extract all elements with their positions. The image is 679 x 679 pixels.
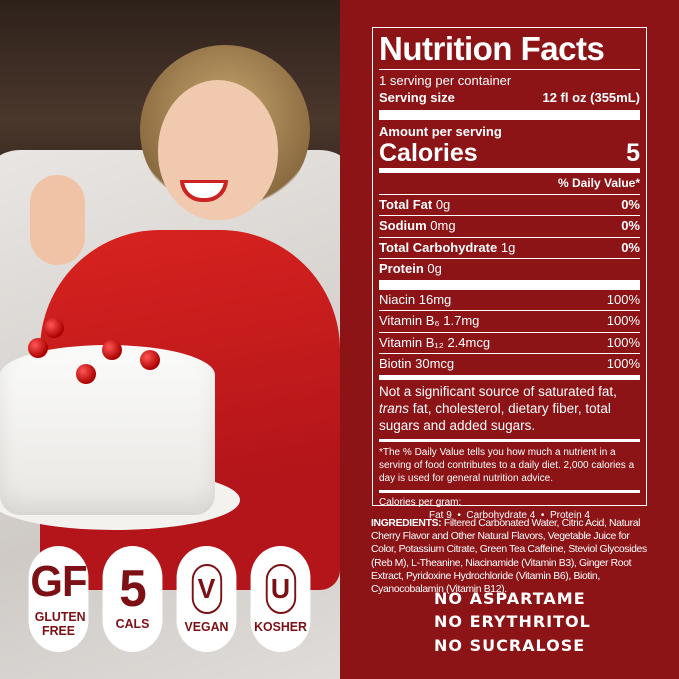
nutrient-amount: 1g (500, 239, 516, 255)
not-significant-note: Not a significant source of saturated fa… (379, 380, 640, 439)
nutrient-name: Total Carbohydrate 1g (379, 238, 515, 259)
vitamin-row: Vitamin B₁₂ 2.4mcg 100% (379, 333, 640, 354)
ingredients: INGREDIENTS: Filtered Carbonated Water, … (371, 517, 656, 596)
badge-label: VEGAN (184, 619, 229, 634)
claim: NO ASPARTAME (434, 589, 586, 608)
face (158, 80, 278, 220)
cal-per-gram-values: Fat 9 • Carbohydrate 4 • Protein 4 (429, 509, 590, 521)
cherry (28, 338, 48, 358)
badge-row: GF GLUTEN FREE 5 CALS V VEGAN U KOSHER (27, 546, 312, 652)
nutrient-row: Total Carbohydrate 1g 0% (379, 238, 640, 259)
daily-value-footnote: *The % Daily Value tells you how much a … (379, 446, 635, 484)
cake (0, 345, 215, 515)
vitamin-row: Vitamin B₆ 1.7mg 100% (379, 311, 640, 332)
claim: NO ERYTHRITOL (434, 612, 591, 631)
nutrient-amount: 0mg (430, 218, 456, 233)
nutrient-row: Total Fat 0g 0% (379, 195, 640, 216)
badge-label: GLUTEN FREE (34, 609, 86, 638)
nutrient-amount: 0g (435, 196, 451, 212)
cherry (140, 350, 160, 370)
daily-value-header: % Daily Value* (557, 176, 640, 190)
nutrient-label: Protein (379, 261, 424, 276)
vitamin-name: Vitamin B₁₂ 2.4mcg (379, 334, 491, 350)
serving-size-label: Serving size (379, 90, 455, 105)
badge-mark: U (270, 573, 291, 604)
claim: NO SUCRALOSE (434, 636, 586, 655)
note-text: fat, cholesterol, dietary fiber, total s… (379, 400, 611, 433)
nutrient-label: Total Carbohydrate (379, 239, 498, 255)
cherry (102, 340, 122, 360)
vitamin-row: Biotin 30mcg 100% (379, 354, 640, 375)
nutrient-name: Total Fat 0g (379, 195, 450, 216)
serving-size-value: 12 fl oz (355mL) (542, 90, 640, 105)
cal-per-gram-label: Calories per gram: (379, 496, 462, 508)
cherry (44, 318, 64, 338)
cherry (76, 364, 96, 384)
badge-label: KOSHER (254, 619, 307, 634)
vitamin-dv: 100% (606, 313, 640, 328)
kosher-badge: U KOSHER (250, 546, 311, 652)
nutrition-title: Nutrition Facts (379, 30, 605, 67)
badge-label: CALS (115, 616, 150, 631)
badge-mark: V (197, 573, 216, 604)
badge-mark: 5 (119, 560, 146, 618)
vitamin-name: Vitamin B₆ 1.7mg (379, 313, 480, 328)
nutrient-name: Sodium 0mg (379, 216, 456, 237)
serving-size: Serving size 12 fl oz (355mL) (379, 89, 640, 107)
nutrient-label: Total Fat (379, 196, 433, 212)
nutrient-dv: 0% (621, 239, 640, 255)
lifestyle-photo: GF GLUTEN FREE 5 CALS V VEGAN U KOSHER (0, 0, 340, 679)
vitamin-row: Niacin 16mg 100% (379, 290, 640, 311)
amount-per-serving: Amount per serving (379, 124, 502, 139)
note-text: Not a significant source of saturated fa… (379, 383, 617, 399)
calories-label: Calories (379, 139, 478, 167)
vitamin-dv: 100% (606, 356, 640, 371)
calories-value: 5 (626, 139, 640, 167)
badge-mark: GF (30, 557, 87, 606)
calories-badge: 5 CALS (102, 546, 163, 652)
calories: Calories 5 (379, 140, 640, 166)
nutrient-row: Protein 0g (379, 259, 640, 280)
vitamin-dv: 100% (606, 334, 640, 350)
nutrient-label: Sodium (379, 218, 427, 233)
nutrition-facts-panel: Nutrition Facts 1 serving per container … (372, 27, 647, 521)
servings: 1 serving per container (379, 73, 512, 88)
vitamin-name: Niacin 16mg (379, 291, 452, 307)
nutrient-name: Protein 0g (379, 259, 442, 280)
ingredients-label: INGREDIENTS: (371, 518, 442, 529)
calories-per-gram: Calories per gram: Fat 9 • Carbohydrate 4… (379, 493, 640, 527)
nutrient-dv: 0% (621, 218, 640, 233)
vegan-icon: V (191, 564, 222, 614)
vitamin-dv: 100% (606, 291, 640, 307)
vitamin-name: Biotin 30mcg (379, 356, 455, 371)
nutrient-dv: 0% (621, 196, 640, 212)
note-trans: trans (379, 400, 410, 416)
gluten-free-badge: GF GLUTEN FREE (28, 546, 89, 652)
vegan-badge: V VEGAN (176, 546, 237, 652)
nutrient-row: Sodium 0mg 0% (379, 216, 640, 237)
kosher-icon: U (265, 564, 296, 614)
ingredients-text: Filtered Carbonated Water, Citric Acid, … (371, 518, 647, 596)
hand (30, 175, 85, 265)
nutrient-amount: 0g (427, 261, 442, 276)
